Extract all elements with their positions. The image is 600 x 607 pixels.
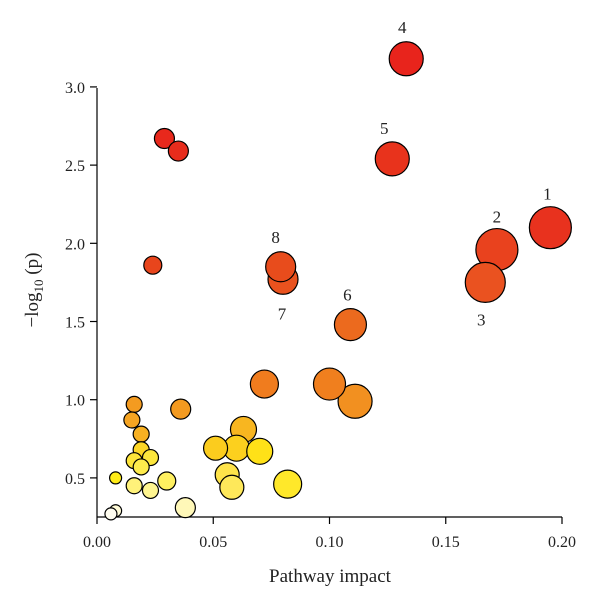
point-label-8: 8 bbox=[271, 228, 280, 247]
data-point bbox=[170, 398, 192, 420]
point-label-2: 2 bbox=[493, 208, 502, 227]
y-tick-label: 0.5 bbox=[65, 471, 85, 488]
y-tick-label: 2.5 bbox=[65, 158, 85, 175]
bubbles bbox=[104, 41, 572, 521]
data-point bbox=[141, 481, 160, 500]
data-point bbox=[153, 127, 176, 150]
point-label-5: 5 bbox=[380, 119, 389, 138]
data-point-6 bbox=[333, 308, 368, 342]
y-tick-label: 3.0 bbox=[65, 80, 85, 97]
data-point bbox=[125, 395, 143, 413]
data-point bbox=[337, 383, 373, 419]
data-point bbox=[219, 474, 245, 500]
x-tick-label: 0.00 bbox=[83, 534, 111, 551]
x-tick-label: 0.15 bbox=[432, 534, 460, 551]
x-tick-label: 0.20 bbox=[548, 534, 576, 551]
y-axis-label-subscript: 10 bbox=[31, 279, 46, 292]
point-label-3: 3 bbox=[477, 310, 486, 329]
point-label-4: 4 bbox=[398, 18, 407, 37]
data-point-8 bbox=[265, 251, 297, 283]
data-point bbox=[249, 369, 279, 399]
y-axis-label-prefix: −log bbox=[22, 292, 43, 327]
data-point bbox=[108, 471, 123, 485]
data-point bbox=[157, 471, 177, 491]
data-point bbox=[125, 477, 143, 495]
point-labels: 1 2 3 4 5 6 7 8 bbox=[271, 18, 551, 330]
y-tick-label: 2.0 bbox=[65, 236, 85, 253]
data-point bbox=[167, 140, 189, 162]
data-point bbox=[273, 469, 303, 499]
x-axis-label: Pathway impact bbox=[269, 566, 392, 587]
data-point-1 bbox=[528, 206, 572, 250]
y-axis-label: −log10 (p) bbox=[22, 253, 46, 328]
data-point bbox=[132, 458, 150, 476]
x-tick-label: 0.05 bbox=[199, 534, 227, 551]
x-tick-label: 0.10 bbox=[316, 534, 344, 551]
y-axis-label-suffix: (p) bbox=[22, 253, 43, 280]
axes: 0.00 0.05 0.10 0.15 0.20 0.5 1.0 1.5 2.0 2.5 3.0 bbox=[65, 80, 576, 551]
y-tick-label: 1.0 bbox=[65, 393, 85, 410]
data-point bbox=[132, 425, 150, 443]
data-point bbox=[246, 437, 274, 465]
data-point bbox=[202, 435, 229, 461]
data-point-3 bbox=[464, 261, 506, 304]
data-point-4 bbox=[388, 41, 424, 77]
y-tick-label: 1.5 bbox=[65, 315, 85, 332]
data-point bbox=[312, 367, 347, 401]
data-point bbox=[174, 497, 196, 519]
data-point bbox=[143, 255, 163, 275]
point-label-6: 6 bbox=[343, 286, 352, 305]
data-point bbox=[123, 411, 141, 429]
data-point bbox=[104, 507, 118, 521]
point-label-7: 7 bbox=[278, 304, 287, 323]
point-label-1: 1 bbox=[543, 185, 552, 204]
data-point-5 bbox=[374, 141, 410, 177]
